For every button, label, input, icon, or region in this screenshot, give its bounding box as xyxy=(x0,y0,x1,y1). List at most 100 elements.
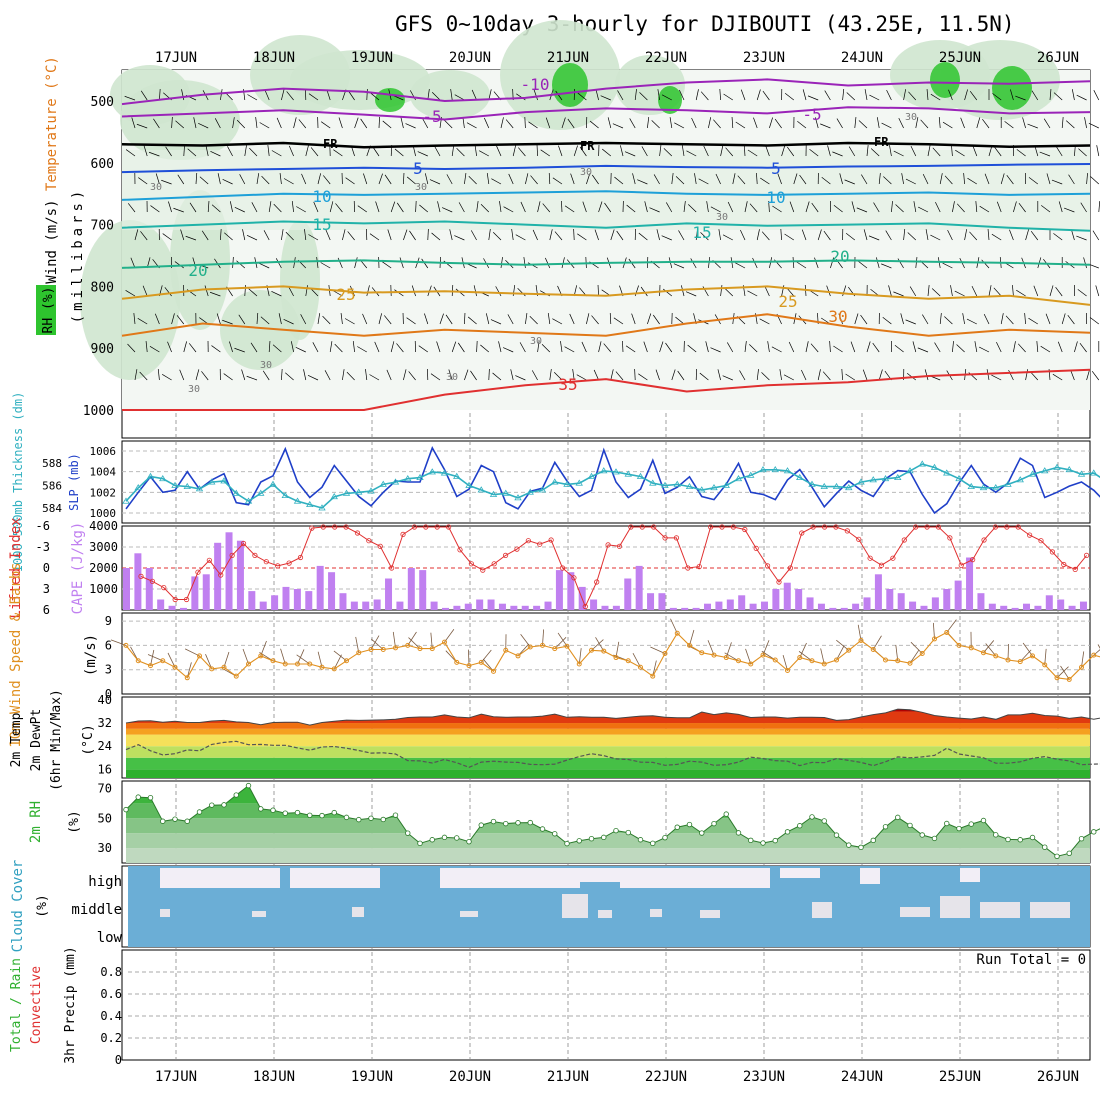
wind-barb xyxy=(610,229,615,241)
cape-bar xyxy=(874,574,882,610)
wind-barb xyxy=(273,203,282,213)
wind-barb-10m xyxy=(670,618,678,634)
thickness-point xyxy=(979,483,988,491)
isotherm-line xyxy=(121,313,1091,337)
wind-barb xyxy=(683,201,686,213)
isotherm-line xyxy=(121,259,1091,269)
thickness-point xyxy=(575,479,583,486)
wind-barb xyxy=(451,284,454,297)
wind-barb xyxy=(749,344,758,353)
wind-speed-point xyxy=(405,642,411,648)
wind-barb xyxy=(1040,345,1051,353)
wind-barb xyxy=(1025,229,1029,241)
wind-barb-10m xyxy=(615,641,620,658)
rh-point xyxy=(576,838,582,844)
wind-barb xyxy=(143,145,148,157)
wind-speed-point xyxy=(625,658,631,664)
wind-speed-point xyxy=(491,668,496,674)
wind-barb xyxy=(705,341,709,353)
wind-barb xyxy=(1061,117,1064,129)
wind-speed-point xyxy=(772,657,778,663)
cape-bar xyxy=(988,603,996,610)
wind-barb xyxy=(1000,313,1004,325)
wind-speed-point xyxy=(319,664,325,670)
wind-barb xyxy=(149,346,160,353)
wind-barb xyxy=(334,343,343,353)
day-label-top: 20JUN xyxy=(449,50,491,66)
wind-barb xyxy=(744,201,748,213)
wind-barb xyxy=(547,313,551,325)
wind-barb xyxy=(532,229,538,241)
thickness-point xyxy=(1065,465,1073,473)
wind-barb xyxy=(210,151,221,157)
wind-barb xyxy=(991,374,1002,381)
lifted-index-point xyxy=(639,524,645,530)
wind-barb xyxy=(529,315,538,325)
rh-tick: 30 xyxy=(98,841,112,855)
cloud-cover-panel: high middle low Cloud Cover (%) xyxy=(10,860,1090,952)
wind-barb xyxy=(337,257,343,269)
wind-barb xyxy=(788,341,795,353)
rh-legend-label: RH (%) xyxy=(41,287,56,334)
wind-barb xyxy=(649,207,660,213)
cloud-clear-middle xyxy=(812,902,832,918)
isotherm-label: 20 xyxy=(188,261,207,280)
li-tick: 0 xyxy=(43,561,50,575)
wind-barb xyxy=(814,257,819,269)
wind-barb xyxy=(140,90,148,101)
cloud-clear-high xyxy=(160,868,280,888)
wind-barb xyxy=(868,235,880,241)
rh-point xyxy=(882,824,889,830)
wind-speed-point xyxy=(956,642,962,648)
wind-barb xyxy=(573,228,575,241)
thickness-point xyxy=(992,483,1000,491)
wind-barb xyxy=(644,201,648,213)
wind-barb-10m xyxy=(150,649,155,666)
cape-bar xyxy=(464,603,472,610)
wind-barb xyxy=(375,201,380,213)
thickness-point xyxy=(159,474,167,482)
wind-barb xyxy=(956,203,965,213)
wind-barb xyxy=(1092,230,1100,241)
lifted-index-point xyxy=(332,524,338,530)
wind-speed-point xyxy=(160,658,166,664)
wind-barb xyxy=(175,120,185,129)
lifted-index-point xyxy=(389,565,395,571)
rh-point xyxy=(662,834,668,841)
wind-barb xyxy=(271,150,282,157)
rh-shading-high xyxy=(658,86,682,114)
wind-speed-point xyxy=(919,651,925,656)
wind-barb xyxy=(173,207,184,213)
wind-barb xyxy=(862,369,868,381)
thickness-point xyxy=(796,473,804,481)
wind-barb xyxy=(164,287,172,297)
wind-barb-10m xyxy=(296,654,310,665)
wind-barb xyxy=(436,341,441,353)
wind-barb xyxy=(278,313,282,325)
wind-barb xyxy=(962,313,965,325)
thickness-point xyxy=(624,470,632,477)
rh-point xyxy=(1017,837,1023,843)
thickness-point xyxy=(967,482,975,490)
wind-barb xyxy=(762,90,770,101)
wind-barb xyxy=(161,374,172,381)
axis-labels: 17JUN 17JUN 18JUN 18JUN 19JUN 19JUN 20JUN 20JUN… xyxy=(155,50,1079,1085)
wind-barb xyxy=(903,89,907,101)
wind-barb xyxy=(272,344,282,353)
wind-barb xyxy=(1049,89,1052,101)
wind-barb xyxy=(187,148,197,157)
cape-bar xyxy=(738,595,746,610)
wind-barb xyxy=(1055,287,1063,297)
wind-barb xyxy=(858,120,868,129)
wind-barb xyxy=(677,370,685,381)
cape-bar xyxy=(749,603,757,610)
wind-barb xyxy=(1088,122,1099,129)
wind-barb xyxy=(518,147,526,157)
rh-point xyxy=(172,816,178,822)
cloud-clear-middle xyxy=(352,907,364,917)
lifted-index-point xyxy=(1038,538,1044,544)
wind-barb xyxy=(545,257,551,269)
wind-barb xyxy=(638,373,648,381)
wind-barb xyxy=(179,369,185,381)
wind-barb xyxy=(1000,173,1005,185)
